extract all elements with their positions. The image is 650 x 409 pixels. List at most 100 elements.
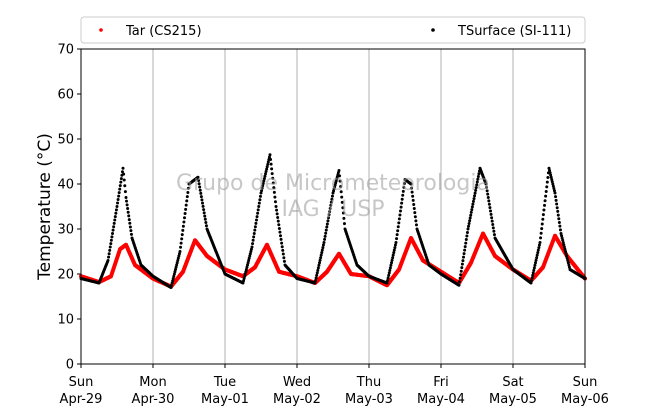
series-dot <box>536 248 540 252</box>
series-dot <box>255 215 259 219</box>
series-dot <box>469 213 473 217</box>
y-tick-label: 70 <box>57 43 74 58</box>
series-dot <box>247 256 251 260</box>
series-dot <box>471 202 475 206</box>
series-dot <box>328 206 332 210</box>
data-point <box>196 175 200 179</box>
series-dot <box>257 205 261 208</box>
x-tick-label-day: Sun <box>69 375 94 390</box>
series-dot <box>462 252 466 256</box>
series-dot <box>554 195 558 199</box>
series-dot <box>544 189 548 193</box>
series-dot <box>107 255 111 259</box>
series-dot <box>266 160 270 164</box>
legend-label-tar: Tar (CS215) <box>125 24 202 39</box>
x-tick-label-day: Thu <box>356 375 381 390</box>
data-point <box>547 166 551 170</box>
series-dot <box>486 192 490 196</box>
series-dot <box>177 254 181 258</box>
x-axis: Sun Apr-29 Mon Apr-30 Tue May-01 Wed May-02 Thu M… <box>60 364 609 407</box>
series-dot <box>552 189 556 193</box>
series-dot <box>314 278 318 282</box>
series-dot <box>123 184 127 188</box>
y-tick-label: 60 <box>57 88 74 103</box>
series-dot <box>566 259 570 262</box>
series-dot <box>414 223 418 227</box>
data-point <box>268 153 272 157</box>
series-dot <box>109 242 113 246</box>
series-dot <box>260 189 264 193</box>
x-tick-label-day: Sat <box>502 375 523 390</box>
series-dot <box>275 208 279 212</box>
series-dot <box>108 245 112 249</box>
series-dot <box>197 182 201 186</box>
series-dot <box>551 182 555 186</box>
series-dot <box>326 219 330 223</box>
series-dot <box>395 237 399 241</box>
series-dot <box>260 186 264 190</box>
series-dot <box>545 180 549 184</box>
series-dot <box>118 187 122 191</box>
series-dot <box>320 251 324 255</box>
series-dot <box>111 228 115 232</box>
series-dot <box>111 232 114 235</box>
series-dot <box>543 203 546 207</box>
series-dot <box>325 222 329 226</box>
series-dot <box>464 241 468 245</box>
series-dot <box>400 197 404 201</box>
series-dot <box>181 228 185 232</box>
series-dot <box>116 198 120 202</box>
series-dot <box>266 162 270 166</box>
legend-marker-tar <box>99 28 103 32</box>
data-point <box>394 241 398 244</box>
series-dot <box>342 222 346 226</box>
series-dot <box>183 216 186 220</box>
series-dot <box>280 245 284 249</box>
series-dot <box>491 223 495 226</box>
series-dot <box>412 202 416 206</box>
series-dot <box>338 179 342 183</box>
series-dot <box>324 228 328 232</box>
data-point <box>529 281 533 285</box>
series-dot <box>341 211 345 215</box>
series-dot <box>564 250 567 253</box>
y-axis-label: Temperature (°C) <box>35 133 55 281</box>
series-dot <box>112 221 116 225</box>
series-dot <box>460 266 464 270</box>
series-dot <box>254 221 258 225</box>
series-dot <box>249 250 253 253</box>
series-dot <box>545 185 549 189</box>
series-dot <box>464 238 468 242</box>
series-dot <box>201 201 204 205</box>
series-dot <box>318 261 321 265</box>
data-point <box>124 196 128 199</box>
series-dot <box>122 172 126 176</box>
series-dot <box>558 228 562 232</box>
series-dot <box>548 169 552 172</box>
series-dot <box>173 270 177 274</box>
series-dot <box>339 190 343 194</box>
series-dot <box>265 167 269 171</box>
data-point <box>106 259 110 262</box>
series-dot <box>399 209 402 213</box>
series-dot <box>557 220 561 224</box>
series-dot <box>543 199 547 203</box>
series-dot <box>125 199 129 203</box>
data-point <box>457 283 461 287</box>
series-dot <box>116 201 120 205</box>
series-dot <box>243 274 247 278</box>
series-dot <box>176 256 180 260</box>
series-dot <box>330 194 334 198</box>
series-dot <box>458 280 462 284</box>
series-dot <box>248 252 252 256</box>
series-dot <box>246 261 250 265</box>
series-dot <box>386 276 390 280</box>
series-dot <box>535 256 539 260</box>
x-tick-label-day: Wed <box>283 375 311 390</box>
data-point <box>484 182 488 186</box>
series-dot <box>120 170 124 174</box>
series-dot <box>486 196 490 199</box>
series-dot <box>320 248 324 252</box>
series-dot <box>258 198 262 202</box>
series-dot <box>539 231 543 235</box>
